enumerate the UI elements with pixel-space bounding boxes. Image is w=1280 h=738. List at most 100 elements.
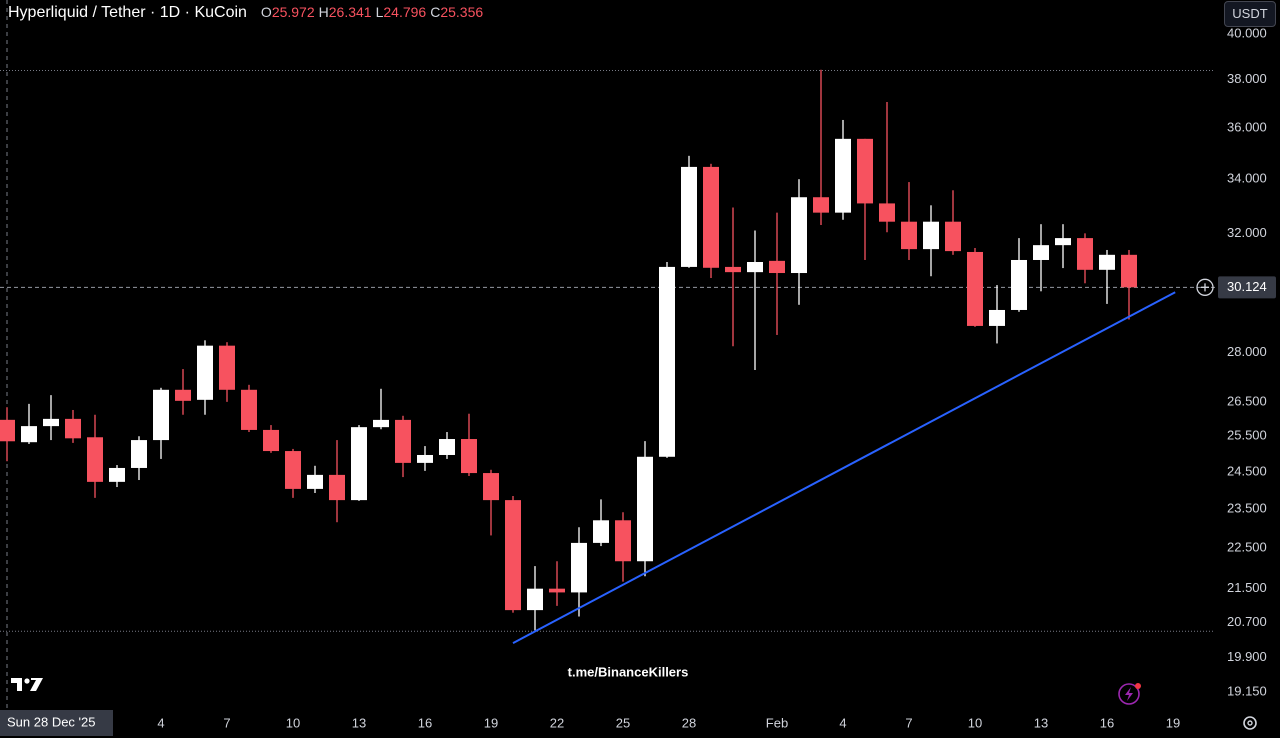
candle-body — [967, 251, 983, 326]
x-tick-label: 25 — [616, 715, 630, 730]
y-tick-label: 38.000 — [1227, 71, 1267, 86]
y-tick-label: 23.500 — [1227, 501, 1267, 516]
ohlc-value: 25.972 — [271, 4, 315, 20]
candle-body — [769, 260, 785, 274]
ohlc-value: 24.796 — [383, 4, 427, 20]
candle-body — [417, 454, 433, 463]
candle-body — [21, 426, 37, 443]
candle-body — [439, 439, 455, 455]
y-tick-label: 34.000 — [1227, 171, 1267, 186]
x-tick-label: 13 — [352, 715, 366, 730]
y-tick-label: 26.500 — [1227, 393, 1267, 408]
ohlc-key: L — [375, 4, 384, 20]
candle-body — [483, 473, 499, 501]
x-tick-label: 4 — [839, 715, 846, 730]
candle-body — [747, 262, 763, 273]
candle-body — [43, 418, 59, 427]
x-tick-label: 28 — [682, 715, 696, 730]
watermark: t.me/BinanceKillers — [568, 664, 689, 679]
x-tick-label: 22 — [550, 715, 564, 730]
x-tick-label: 19 — [1166, 715, 1180, 730]
x-tick-label: 7 — [223, 715, 230, 730]
y-tick-label: 19.900 — [1227, 649, 1267, 664]
y-tick-label: 19.150 — [1227, 684, 1267, 699]
candle-body — [989, 309, 1005, 326]
candle-body — [351, 427, 367, 501]
candle-body — [505, 500, 521, 611]
candle-body — [813, 197, 829, 213]
x-tick-label: 10 — [286, 715, 300, 730]
last-price-box — [1218, 276, 1276, 299]
candle-body — [659, 266, 675, 457]
x-tick-label: 16 — [418, 715, 432, 730]
candle-body — [285, 451, 301, 489]
candle-body — [835, 138, 851, 213]
candle-body — [241, 389, 257, 430]
legend-header: Hyperliquid / Tether · 1D · KuCoin O25.97… — [8, 4, 483, 22]
add-order-button[interactable] — [1196, 278, 1214, 296]
candle-body — [1121, 254, 1137, 288]
candle-body — [637, 456, 653, 562]
y-tick-label: 20.700 — [1227, 614, 1267, 629]
candle-body — [1077, 238, 1093, 270]
candle-body — [549, 588, 565, 593]
candle-body — [615, 520, 631, 562]
candle-body — [263, 429, 279, 452]
last-price-label: 30.124 — [1227, 279, 1267, 294]
plus-circle — [1196, 278, 1214, 296]
x-tick-label: 19 — [484, 715, 498, 730]
x-tick-label: 7 — [905, 715, 912, 730]
ohlc-key: O — [260, 4, 272, 20]
candle-body — [1011, 259, 1027, 310]
candle-body — [923, 221, 939, 250]
candle-body — [1055, 238, 1071, 246]
y-tick-label: 32.000 — [1227, 225, 1267, 240]
candle-body — [879, 203, 895, 222]
candle-body — [219, 345, 235, 390]
trend-line — [512, 291, 1176, 644]
symbol-title: Hyperliquid / Tether · 1D · KuCoin — [8, 4, 247, 21]
candle-body — [373, 419, 389, 428]
y-tick-label: 28.000 — [1227, 344, 1267, 359]
candle-body — [395, 419, 411, 463]
flash-icon[interactable] — [1118, 683, 1141, 705]
candle-body — [65, 418, 81, 439]
candle-body — [461, 439, 477, 474]
y-tick-label: 36.000 — [1227, 120, 1267, 135]
candle-body — [1099, 254, 1115, 270]
tradingview-logo — [11, 678, 43, 691]
candle-body — [329, 474, 345, 501]
ohlc-value: 26.341 — [328, 4, 372, 20]
candle-body — [307, 474, 323, 489]
x-tick-label: 13 — [1034, 715, 1048, 730]
candle-body — [153, 389, 169, 441]
candle-body — [681, 166, 697, 267]
candle-body — [571, 542, 587, 593]
candle-body — [791, 197, 807, 274]
y-tick-label: 24.500 — [1227, 463, 1267, 478]
candle-body — [725, 266, 741, 273]
ohlc-key: H — [318, 4, 329, 20]
y-tick-label: 21.500 — [1227, 580, 1267, 595]
plus-sign — [1201, 283, 1209, 292]
settings-icon[interactable] — [1243, 716, 1257, 730]
crosshair-date-box — [0, 710, 113, 736]
candle-body — [945, 221, 961, 252]
candle-body — [593, 520, 609, 543]
x-tick-label: 10 — [968, 715, 982, 730]
candle-body — [131, 440, 147, 468]
candle-body — [0, 419, 15, 442]
currency-button[interactable]: USDT — [1224, 1, 1276, 27]
candle-body — [703, 166, 719, 268]
candle-body — [175, 389, 191, 401]
ohlc-value: 25.356 — [440, 4, 484, 20]
candle-body — [87, 437, 103, 482]
y-tick-label: 22.500 — [1227, 539, 1267, 554]
candle-body — [857, 138, 873, 204]
y-tick-label: 40.000 — [1227, 25, 1267, 40]
x-tick-label: 16 — [1100, 715, 1114, 730]
candle-body — [197, 345, 213, 400]
